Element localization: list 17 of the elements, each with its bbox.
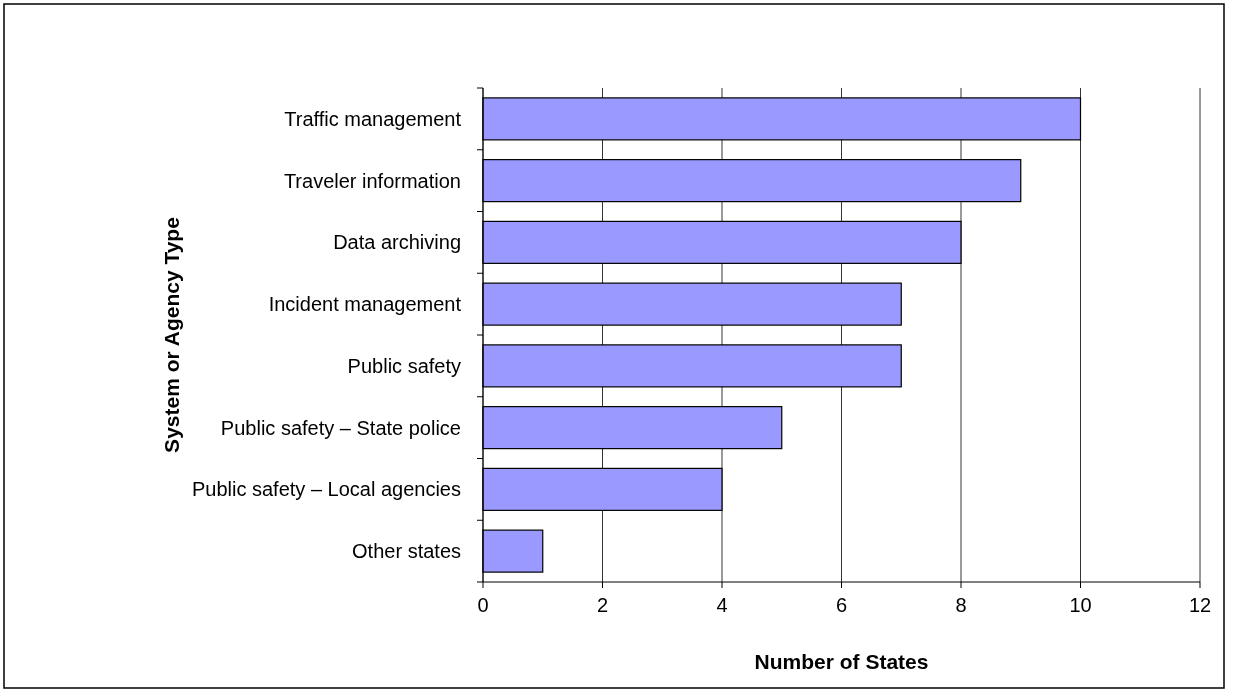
- y-tick-label: Incident management: [268, 293, 462, 316]
- y-tick-label: Public safety: [347, 354, 461, 377]
- y-tick-label: Traffic management: [284, 107, 462, 130]
- y-tick-label: Data archiving: [333, 231, 461, 254]
- x-tick-label: 8: [955, 594, 967, 616]
- y-tick-label: Other states: [352, 540, 461, 563]
- x-tick-label: 0: [477, 594, 489, 616]
- y-tick-label: Public safety – Local agencies: [191, 478, 461, 501]
- x-tick-label: 2: [596, 594, 609, 616]
- x-axis-title: Number of States: [754, 650, 929, 673]
- x-tick-label: 4: [716, 594, 728, 616]
- y-tick-label: Traveler information: [283, 169, 461, 192]
- y-axis-title: System or Agency Type: [160, 217, 184, 453]
- y-tick-label: Public safety – State police: [220, 416, 461, 439]
- x-tick-label: 10: [1069, 594, 1092, 616]
- x-tick-label: 12: [1188, 594, 1212, 616]
- x-tick-label: 6: [835, 594, 848, 616]
